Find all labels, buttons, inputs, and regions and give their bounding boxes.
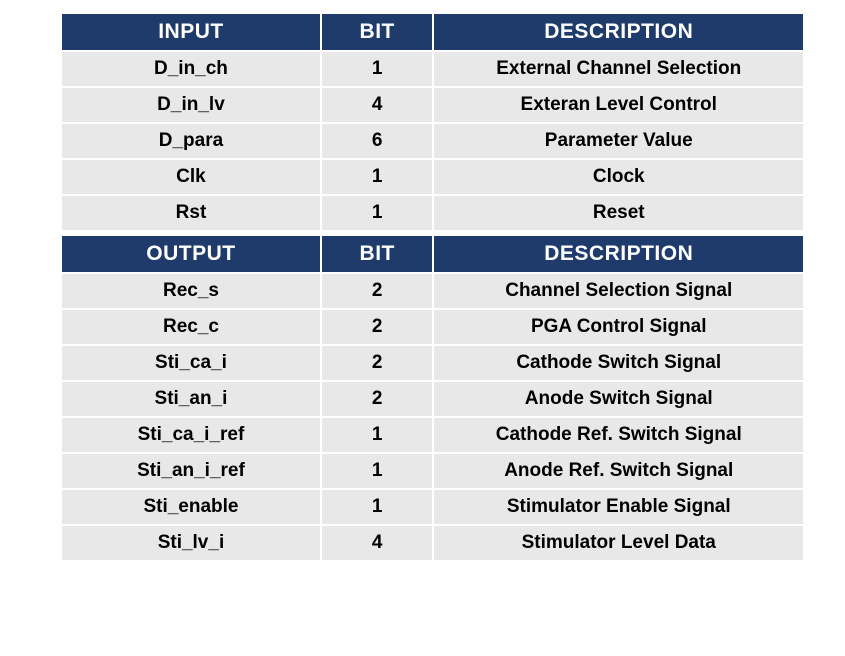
table-header-row: OUTPUT BIT DESCRIPTION (62, 236, 803, 272)
header-bit: BIT (322, 236, 433, 272)
table-row: Sti_an_i_ref 1 Anode Ref. Switch Signal (62, 454, 803, 488)
signal-bit: 4 (322, 88, 433, 122)
signal-bit: 1 (322, 490, 433, 524)
signal-name: D_para (62, 124, 320, 158)
table-row: D_para 6 Parameter Value (62, 124, 803, 158)
header-output: OUTPUT (62, 236, 320, 272)
signal-bit: 2 (322, 274, 433, 308)
signal-bit: 1 (322, 454, 433, 488)
signal-name: Rec_c (62, 310, 320, 344)
table-row: Sti_lv_i 4 Stimulator Level Data (62, 526, 803, 560)
signal-desc: Anode Ref. Switch Signal (434, 454, 803, 488)
signal-bit: 1 (322, 160, 433, 194)
table-row: Sti_an_i 2 Anode Switch Signal (62, 382, 803, 416)
signal-desc: Stimulator Level Data (434, 526, 803, 560)
signal-name: Sti_an_i (62, 382, 320, 416)
signal-desc: Reset (434, 196, 803, 230)
table-row: D_in_lv 4 Exteran Level Control (62, 88, 803, 122)
signal-desc: Parameter Value (434, 124, 803, 158)
input-table: INPUT BIT DESCRIPTION D_in_ch 1 External… (60, 12, 805, 232)
signal-name: Sti_ca_i (62, 346, 320, 380)
signal-desc: Cathode Switch Signal (434, 346, 803, 380)
signal-name: D_in_lv (62, 88, 320, 122)
signal-desc: Clock (434, 160, 803, 194)
signal-name: Clk (62, 160, 320, 194)
signal-name: Sti_an_i_ref (62, 454, 320, 488)
header-bit: BIT (322, 14, 433, 50)
signal-name: Sti_lv_i (62, 526, 320, 560)
header-description: DESCRIPTION (434, 14, 803, 50)
table-row: Sti_enable 1 Stimulator Enable Signal (62, 490, 803, 524)
signal-name: Rst (62, 196, 320, 230)
signal-bit: 4 (322, 526, 433, 560)
output-table: OUTPUT BIT DESCRIPTION Rec_s 2 Channel S… (60, 234, 805, 562)
signal-desc: Channel Selection Signal (434, 274, 803, 308)
signal-desc: Cathode Ref. Switch Signal (434, 418, 803, 452)
signal-desc: Anode Switch Signal (434, 382, 803, 416)
table-row: D_in_ch 1 External Channel Selection (62, 52, 803, 86)
table-header-row: INPUT BIT DESCRIPTION (62, 14, 803, 50)
signal-bit: 1 (322, 196, 433, 230)
signal-desc: Exteran Level Control (434, 88, 803, 122)
signal-name: Sti_ca_i_ref (62, 418, 320, 452)
signal-bit: 1 (322, 418, 433, 452)
signal-bit: 6 (322, 124, 433, 158)
signal-tables-container: { "colors": { "header_bg": "#1f3b6b", "h… (0, 0, 845, 574)
table-row: Rec_c 2 PGA Control Signal (62, 310, 803, 344)
table-row: Rec_s 2 Channel Selection Signal (62, 274, 803, 308)
signal-name: Sti_enable (62, 490, 320, 524)
table-row: Clk 1 Clock (62, 160, 803, 194)
signal-name: Rec_s (62, 274, 320, 308)
signal-desc: Stimulator Enable Signal (434, 490, 803, 524)
table-row: Sti_ca_i 2 Cathode Switch Signal (62, 346, 803, 380)
header-input: INPUT (62, 14, 320, 50)
signal-bit: 2 (322, 382, 433, 416)
signal-desc: External Channel Selection (434, 52, 803, 86)
header-description: DESCRIPTION (434, 236, 803, 272)
signal-name: D_in_ch (62, 52, 320, 86)
signal-bit: 2 (322, 310, 433, 344)
table-row: Sti_ca_i_ref 1 Cathode Ref. Switch Signa… (62, 418, 803, 452)
table-row: Rst 1 Reset (62, 196, 803, 230)
signal-bit: 1 (322, 52, 433, 86)
signal-desc: PGA Control Signal (434, 310, 803, 344)
signal-bit: 2 (322, 346, 433, 380)
